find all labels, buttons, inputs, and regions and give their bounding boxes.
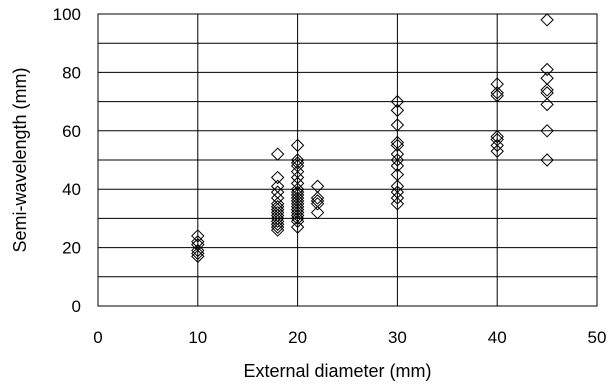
data-point <box>310 205 325 220</box>
y-tick-label: 0 <box>72 297 81 316</box>
data-point <box>490 89 504 103</box>
data-point <box>290 205 305 220</box>
data-point <box>540 13 554 27</box>
plot-area <box>97 13 598 307</box>
data-point <box>310 179 325 193</box>
y-tick-label: 100 <box>53 5 81 24</box>
x-tick-label: 50 <box>588 328 607 347</box>
data-point <box>191 246 205 261</box>
data-point <box>270 214 285 229</box>
data-point <box>270 217 285 231</box>
data-point <box>540 97 554 112</box>
data-point <box>270 170 285 185</box>
y-tick-label: 40 <box>62 180 81 199</box>
data-point <box>540 153 554 167</box>
data-point <box>290 138 305 153</box>
data-point <box>490 86 504 100</box>
x-tick-label: 10 <box>188 328 207 347</box>
x-tick-label: 30 <box>388 328 407 347</box>
data-point <box>310 191 325 205</box>
y-tick-label: 20 <box>62 239 81 258</box>
data-point <box>390 118 405 132</box>
data-point <box>290 156 305 170</box>
data-point <box>191 243 205 258</box>
data-points <box>191 13 554 264</box>
data-point <box>270 223 285 237</box>
data-point <box>390 153 405 167</box>
y-axis-title: Semi-wavelength (mm) <box>10 67 30 252</box>
data-point <box>390 103 405 118</box>
x-tick-label: 20 <box>288 328 307 347</box>
data-point <box>191 249 205 264</box>
data-point <box>270 220 285 234</box>
data-point <box>540 71 554 85</box>
data-point <box>540 83 554 97</box>
y-tick-label: 60 <box>62 122 81 141</box>
data-point <box>390 191 405 205</box>
data-point <box>390 94 405 109</box>
data-point <box>270 147 285 161</box>
data-point <box>490 129 504 144</box>
x-axis-title: External diameter (mm) <box>243 361 431 381</box>
data-point <box>290 220 305 234</box>
data-point <box>540 62 554 77</box>
data-point <box>390 159 405 173</box>
data-point <box>540 124 554 138</box>
gridlines <box>98 14 597 306</box>
y-tick-label: 80 <box>62 63 81 82</box>
data-point <box>191 229 205 243</box>
data-point <box>490 144 504 158</box>
data-point <box>390 197 405 211</box>
x-tick-label: 40 <box>488 328 507 347</box>
data-point <box>310 197 325 211</box>
data-point <box>490 138 504 153</box>
data-point <box>290 211 305 226</box>
data-point <box>290 214 305 229</box>
tick-labels: 0 10 20 30 40 50 0 20 40 60 80 100 <box>53 5 607 347</box>
data-point <box>390 138 405 153</box>
x-tick-label: 0 <box>93 328 102 347</box>
